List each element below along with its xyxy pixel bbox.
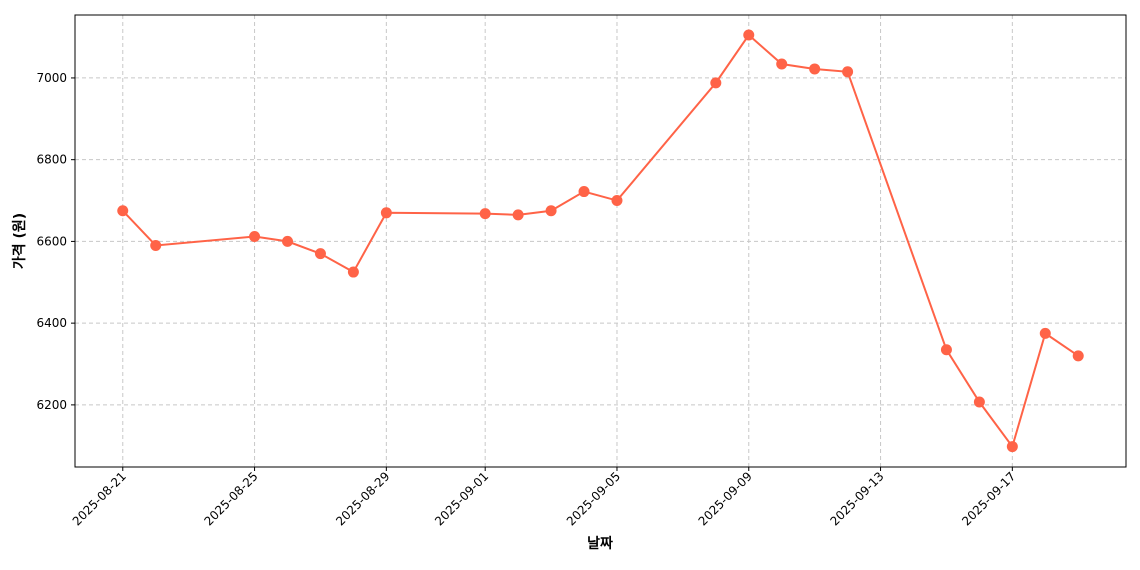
x-tick-label: 2025-09-01 xyxy=(432,469,491,528)
y-tick-label: 6200 xyxy=(36,398,67,412)
y-tick-label: 6600 xyxy=(36,234,67,248)
plot-frame xyxy=(74,14,1127,468)
point xyxy=(1006,441,1018,453)
y-tick-label: 6800 xyxy=(36,153,67,167)
point xyxy=(380,207,392,219)
point xyxy=(973,396,985,408)
point xyxy=(512,209,524,221)
point xyxy=(940,344,952,356)
point xyxy=(479,208,491,220)
point xyxy=(710,77,722,89)
point xyxy=(611,195,623,207)
x-tick-label: 2025-09-05 xyxy=(564,469,623,528)
point xyxy=(1039,327,1051,339)
x-tick-label: 2025-08-25 xyxy=(201,469,260,528)
point xyxy=(347,266,359,278)
point xyxy=(314,248,326,260)
point xyxy=(249,231,261,243)
point xyxy=(776,58,788,70)
point xyxy=(809,63,821,75)
y-tick-label: 6400 xyxy=(36,316,67,330)
point xyxy=(150,239,162,251)
point xyxy=(282,235,294,247)
point xyxy=(578,186,590,198)
point xyxy=(117,205,129,217)
x-tick-label: 2025-09-09 xyxy=(696,469,755,528)
x-tick-label: 2025-09-17 xyxy=(959,469,1018,528)
point xyxy=(1072,350,1084,362)
y-tick-label: 7000 xyxy=(36,71,67,85)
point xyxy=(545,205,557,217)
x-tick-label: 2025-08-29 xyxy=(333,469,392,528)
point xyxy=(743,29,755,41)
x-axis-label: 날짜 xyxy=(587,536,613,552)
y-axis-label: 가격 (원) xyxy=(11,213,28,269)
x-tick-label: 2025-08-21 xyxy=(70,469,129,528)
point xyxy=(842,66,854,78)
x-tick-label: 2025-09-13 xyxy=(827,469,886,528)
line xyxy=(122,33,1079,449)
